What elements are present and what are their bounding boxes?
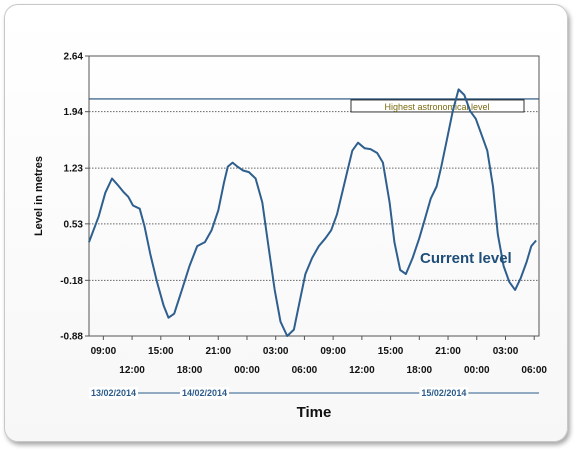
x-tick-labels: 09:00 15:00 21:00 03:00 09:00 15:00 21:00 03:00… xyxy=(91,346,548,376)
date-labels: 13/02/2014 14/02/2014 15/02/2014 xyxy=(89,387,539,399)
series-label-current-level: Current level xyxy=(420,250,512,267)
x-tick-label: 15:00 xyxy=(148,346,174,357)
chart-card xyxy=(4,4,568,442)
x-tick-label: 06:00 xyxy=(292,365,318,376)
x-tick-label: 03:00 xyxy=(493,346,519,357)
reference-line-group: Highest astronomical level xyxy=(89,98,539,113)
x-tick-label: 06:00 xyxy=(521,365,547,376)
x-tick-label: 21:00 xyxy=(435,346,461,357)
y-tick-labels: -0.88 -0.18 0.53 1.23 1.94 2.64 xyxy=(60,52,83,343)
x-tick-label: 09:00 xyxy=(91,346,117,357)
x-tick-label: 12:00 xyxy=(349,365,375,376)
date-label: 14/02/2014 xyxy=(182,388,227,398)
y-tick-label: 1.94 xyxy=(64,107,84,118)
x-tick-label: 12:00 xyxy=(119,365,145,376)
reference-line-label: Highest astronomical level xyxy=(384,102,489,112)
y-tick-label: 0.53 xyxy=(64,219,84,230)
y-tick-label: 1.23 xyxy=(64,164,84,175)
y-tick-label: -0.88 xyxy=(60,332,83,343)
date-label-bg xyxy=(89,387,139,399)
series-line-current-level xyxy=(88,88,537,337)
x-tick-label: 21:00 xyxy=(205,346,231,357)
date-label: 13/02/2014 xyxy=(91,388,136,398)
x-tick-label: 03:00 xyxy=(263,346,289,357)
series-group xyxy=(88,88,537,337)
y-axis-title: Level in metres xyxy=(33,156,45,236)
y-tick-label: -0.18 xyxy=(60,276,83,287)
y-tick-label: 2.64 xyxy=(64,52,84,63)
x-tick-label: 00:00 xyxy=(234,365,260,376)
x-tick-label: 18:00 xyxy=(177,365,203,376)
x-tick-label: 15:00 xyxy=(378,346,404,357)
plot-frame xyxy=(88,55,540,337)
x-tick-label: 09:00 xyxy=(320,346,346,357)
x-tick-label: 18:00 xyxy=(407,365,433,376)
reference-label-box xyxy=(350,99,525,113)
date-label-bg xyxy=(179,387,230,399)
x-axis-title: Time xyxy=(297,404,332,421)
date-label-bg xyxy=(419,387,469,399)
x-tick-label: 00:00 xyxy=(464,365,490,376)
date-label: 15/02/2014 xyxy=(421,388,466,398)
